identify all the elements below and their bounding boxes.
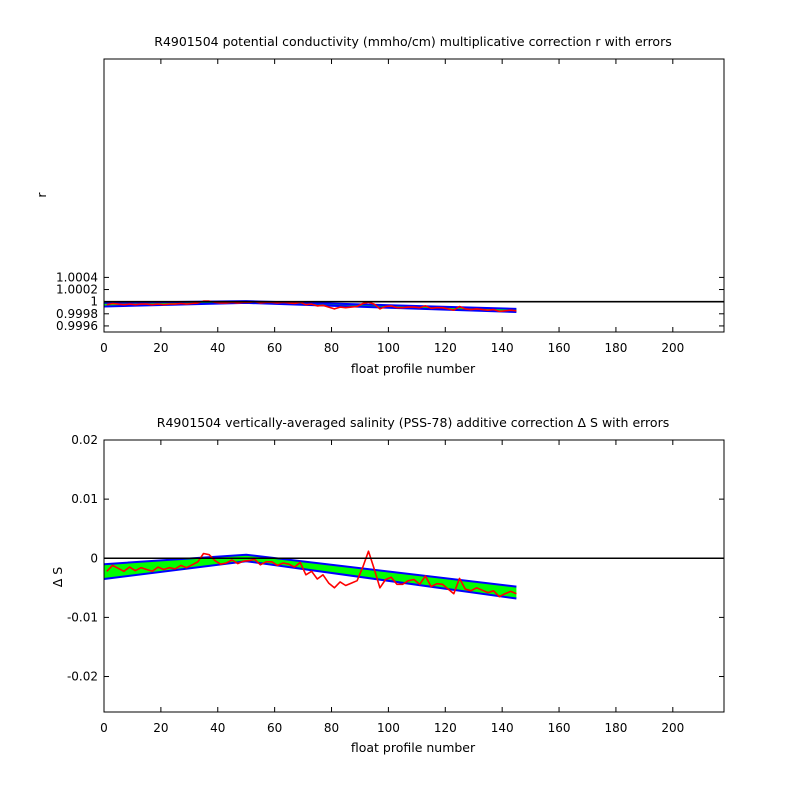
y-axis-label: r bbox=[34, 192, 49, 198]
axes-frame bbox=[103, 58, 725, 333]
y-tick-label: -0.02 bbox=[67, 670, 98, 684]
y-tick-label: -0.01 bbox=[67, 610, 98, 624]
x-tick-label: 200 bbox=[661, 721, 684, 735]
x-tick-label: 80 bbox=[324, 341, 339, 355]
x-tick-label: 160 bbox=[548, 721, 571, 735]
y-axis-label: Δ S bbox=[50, 567, 65, 588]
x-tick-label: 120 bbox=[434, 721, 457, 735]
x-tick-label: 180 bbox=[604, 341, 627, 355]
x-axis-label: float profile number bbox=[351, 361, 476, 376]
x-tick-label: 100 bbox=[377, 341, 400, 355]
plot-area-bottom: 0 20 40 60 80 100 120 140 160 180 200 -0.02 -0.01 0 0.… bbox=[67, 433, 725, 735]
y-tick-label: 1.0002 bbox=[56, 283, 98, 297]
y-tick-label: 1 bbox=[90, 295, 98, 309]
x-tick-label: 100 bbox=[377, 721, 400, 735]
y-tick-label: 0 bbox=[90, 551, 98, 565]
y-tick-label: 1.0004 bbox=[56, 270, 98, 284]
x-tick-label: 0 bbox=[100, 721, 108, 735]
x-tick-label: 200 bbox=[661, 341, 684, 355]
x-tick-label: 180 bbox=[604, 721, 627, 735]
chart-bottom: R4901504 vertically-averaged salinity (P… bbox=[50, 415, 725, 755]
chart-title: R4901504 potential conductivity (mmho/cm… bbox=[154, 34, 671, 49]
measured-series-line bbox=[106, 300, 517, 313]
x-tick-label: 0 bbox=[100, 341, 108, 355]
x-tick-label: 140 bbox=[491, 341, 514, 355]
chart-title: R4901504 vertically-averaged salinity (P… bbox=[157, 415, 669, 430]
x-tick-label: 20 bbox=[153, 341, 168, 355]
x-tick-label: 160 bbox=[548, 341, 571, 355]
y-tick-label: 0.02 bbox=[71, 433, 98, 447]
y-tick-label: 0.9998 bbox=[56, 307, 98, 321]
y-tick-label: 0.01 bbox=[71, 492, 98, 506]
upper-error-line bbox=[103, 553, 517, 588]
x-tick-label: 60 bbox=[267, 341, 282, 355]
x-tick-label: 20 bbox=[153, 721, 168, 735]
measured-series-line bbox=[106, 550, 517, 598]
plot-area-top: 0 20 40 60 80 100 120 140 160 180 2000.99960.99981… bbox=[56, 58, 725, 355]
x-tick-label: 80 bbox=[324, 721, 339, 735]
x-tick-label: 120 bbox=[434, 341, 457, 355]
x-tick-label: 60 bbox=[267, 721, 282, 735]
x-tick-label: 40 bbox=[210, 721, 225, 735]
x-tick-label: 140 bbox=[491, 721, 514, 735]
axes-frame bbox=[103, 439, 725, 713]
x-axis-label: float profile number bbox=[351, 740, 476, 755]
y-tick-label: 0.9996 bbox=[56, 319, 98, 333]
chart-top: R4901504 potential conductivity (mmho/cm… bbox=[34, 34, 725, 376]
x-tick-label: 40 bbox=[210, 341, 225, 355]
